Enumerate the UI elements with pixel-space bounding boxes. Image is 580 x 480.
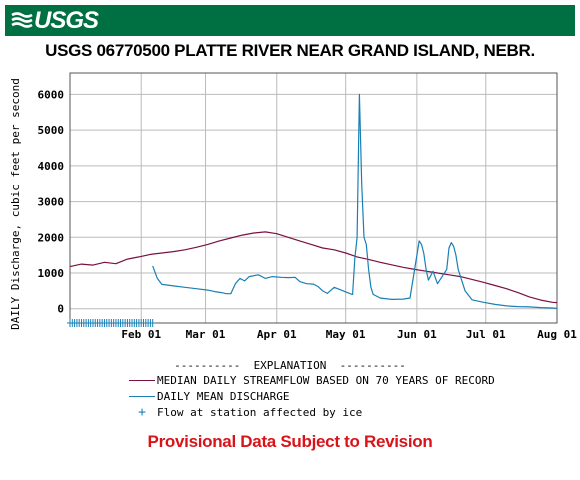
y-axis-label: DAILY Discharge, cubic feet per second (9, 78, 22, 330)
y-tick-label: 1000 (38, 267, 65, 280)
x-tick-label: Feb 01 (121, 328, 161, 341)
usgs-logo-text: USGS (34, 7, 99, 34)
y-tick-label: 3000 (38, 196, 65, 209)
discharge-chart: 0 1000 2000 3000 4000 5000 6000 Feb 01 Mar 01 Apr… (9, 72, 577, 341)
explanation-heading: ---------- EXPLANATION ---------- (174, 359, 406, 372)
legend-discharge-label: DAILY MEAN DISCHARGE (157, 389, 290, 403)
x-tick-label: Apr 01 (257, 328, 297, 341)
legend-median-label: MEDIAN DAILY STREAMFLOW BASED ON 70 YEAR… (157, 373, 495, 387)
plot-area (70, 73, 557, 323)
daily-mean-discharge-line (152, 93, 558, 309)
ice-marker (149, 319, 156, 327)
y-tick-label: 4000 (38, 160, 65, 173)
legend-ice-label: Flow at station affected by ice (157, 405, 363, 419)
y-tick-label: 5000 (38, 124, 65, 137)
legend-median-swatch (129, 379, 155, 381)
usgs-banner: USGS (5, 5, 575, 36)
legend-ice-marker: + (138, 404, 146, 420)
x-tick-label: Mar 01 (186, 328, 226, 341)
x-tick-label: Aug 01 (537, 328, 577, 341)
legend-discharge-swatch (129, 395, 155, 397)
provisional-notice: Provisional Data Subject to Revision (147, 432, 433, 451)
chart-title: USGS 06770500 PLATTE RIVER NEAR GRAND IS… (45, 41, 535, 60)
y-tick-label: 6000 (38, 88, 65, 101)
plot-frame (69, 72, 558, 324)
usgs-wave-icon (11, 12, 33, 28)
x-tick-label: Jul 01 (466, 328, 506, 341)
y-tick-label: 0 (57, 303, 64, 316)
legend-median: MEDIAN DAILY STREAMFLOW BASED ON 70 YEAR… (129, 373, 495, 387)
usgs-logo[interactable]: USGS (11, 7, 99, 35)
median-streamflow-line (69, 231, 558, 304)
legend-discharge: DAILY MEAN DISCHARGE (129, 389, 289, 403)
legend-ice: + Flow at station affected by ice (129, 404, 363, 420)
x-tick-label: May 01 (326, 328, 366, 341)
x-tick-label: Jun 01 (397, 328, 437, 341)
y-tick-label: 2000 (38, 231, 65, 244)
